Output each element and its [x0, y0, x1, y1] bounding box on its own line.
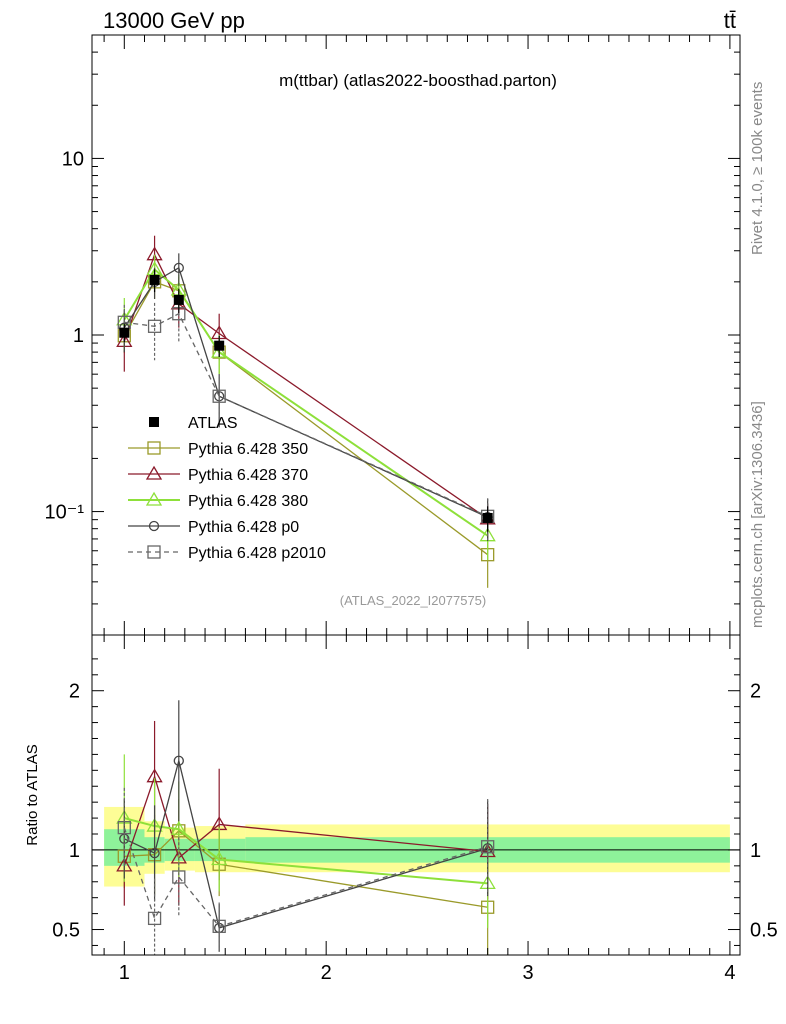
point-pythia-6-428-p0-2	[173, 262, 184, 274]
main-ytick-label: 1	[73, 325, 84, 347]
point-pythia-6-428-p2010-1	[147, 319, 162, 333]
series-layer	[116, 235, 496, 955]
ratio-point-pythia-6-428-p2010-0	[117, 820, 131, 835]
ratio-ylabel: Ratio to ATLAS	[24, 744, 41, 845]
axis-ticks: 10⁻¹ 1 10 1 2 3 4 0.5 0.5 1 1 2 2 Ratio to ATLAS	[24, 34, 778, 984]
main-panel-series	[116, 235, 496, 588]
ratio-xtick-label: 1	[119, 962, 130, 984]
legend-marker-pythia-6-428-350	[147, 441, 161, 455]
point-atlas-0	[119, 327, 130, 338]
legend-label-pythia-6-428-p0: Pythia 6.428 p0	[188, 519, 299, 536]
ratio-ytick-label: 1	[69, 840, 80, 862]
legend-label-pythia-6-428-350: Pythia 6.428 350	[188, 441, 308, 458]
ratio-ytick-label-right: 0.5	[750, 920, 778, 942]
legend-marker-pythia-6-428-p2010	[147, 545, 161, 559]
ratio-point-pythia-6-428-p2010-1	[147, 911, 162, 926]
ratio-point-pythia-6-428-p2010-3	[212, 919, 226, 933]
legend-label-atlas: ATLAS	[188, 415, 238, 432]
point-pythia-6-428-p2010-3	[212, 389, 226, 403]
legend-marker-pythia-6-428-p0	[148, 520, 160, 532]
ratio-panel-series	[116, 700, 496, 955]
plot-title: m(ttbar) (atlas2022-boosthad.parton)	[279, 71, 557, 90]
legend-label-pythia-6-428-380: Pythia 6.428 380	[188, 493, 308, 510]
ratio-ytick-label-right: 1	[750, 840, 761, 862]
rivet-version-label: Rivet 4.1.0, ≥ 100k events	[749, 82, 766, 255]
ratio-series-pythia-6-428-350	[117, 798, 495, 955]
ratio-xtick-label: 3	[522, 962, 533, 984]
energy-label: 13000 GeV pp	[103, 8, 245, 33]
ratio-frame	[91, 634, 741, 956]
ratio-ytick-label: 0.5	[52, 920, 80, 942]
point-pythia-6-428-380-3	[211, 343, 228, 358]
point-atlas-4	[482, 512, 493, 523]
ratio-point-pythia-6-428-p0-2	[173, 755, 184, 766]
process-label: tt̄	[724, 8, 736, 33]
legend: ATLAS Pythia 6.428 350 Pythia 6.428 370 Pyt…	[128, 415, 326, 562]
ratio-point-pythia-6-428-380-2	[170, 820, 187, 835]
point-atlas-2	[173, 294, 184, 305]
ratio-series-pythia-6-428-p2010	[117, 787, 495, 955]
ratio-line-pythia-6-428-p2010	[123, 827, 488, 928]
legend-label-pythia-6-428-p2010: Pythia 6.428 p2010	[188, 545, 326, 562]
point-atlas-1	[149, 274, 160, 285]
main-ytick-label: 10⁻¹	[45, 502, 85, 524]
mcplots-source-label: mcplots.cern.ch [arXiv:1306.3436]	[749, 401, 766, 628]
ratio-ytick-label: 2	[69, 681, 80, 703]
ratio-point-pythia-6-428-p2010-4	[481, 840, 495, 854]
legend-marker-pythia-6-428-370	[145, 465, 163, 480]
series-pythia-6-428-350	[117, 267, 495, 588]
ratio-xtick-label: 2	[321, 962, 332, 984]
ratio-point-pythia-6-428-p2010-2	[172, 870, 186, 884]
point-atlas-3	[214, 340, 225, 351]
legend-marker-atlas	[149, 417, 159, 427]
ratio-xtick-label: 4	[724, 962, 735, 984]
series-atlas	[119, 269, 493, 532]
main-ytick-label: 10	[62, 148, 84, 170]
ratio-ytick-label-right: 2	[750, 681, 761, 703]
line-pythia-6-428-p2010	[124, 312, 488, 517]
ratio-point-pythia-6-428-p0-1	[149, 847, 160, 859]
legend-marker-pythia-6-428-380	[145, 491, 163, 506]
legend-label-pythia-6-428-370: Pythia 6.428 370	[188, 467, 308, 484]
analysis-id: (ATLAS_2022_I2077575)	[340, 593, 486, 608]
ratio-point-pythia-6-428-380-3	[211, 851, 228, 866]
